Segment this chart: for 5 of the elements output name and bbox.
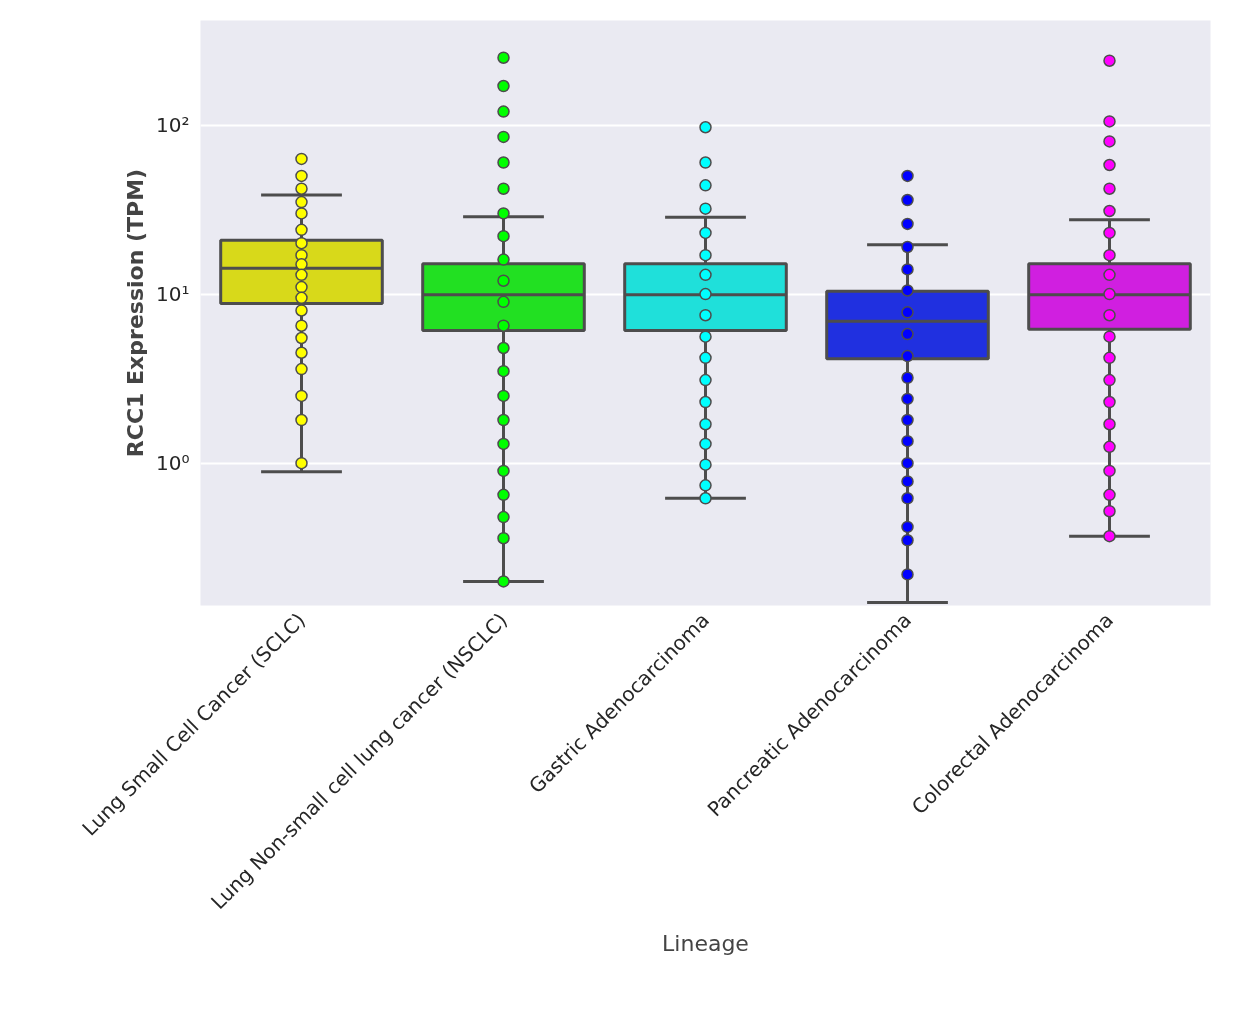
y-tick-label: 10² [156, 113, 190, 138]
y-tick-label: 10¹ [156, 282, 190, 307]
y-axis-title: RCC1 Expression (TPM) [123, 168, 149, 458]
y-tick-label: 10⁰ [156, 451, 190, 476]
x-axis-title: Lineage [662, 930, 749, 956]
